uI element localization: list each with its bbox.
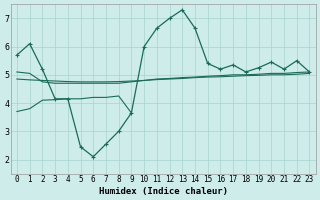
X-axis label: Humidex (Indice chaleur): Humidex (Indice chaleur) <box>99 187 228 196</box>
